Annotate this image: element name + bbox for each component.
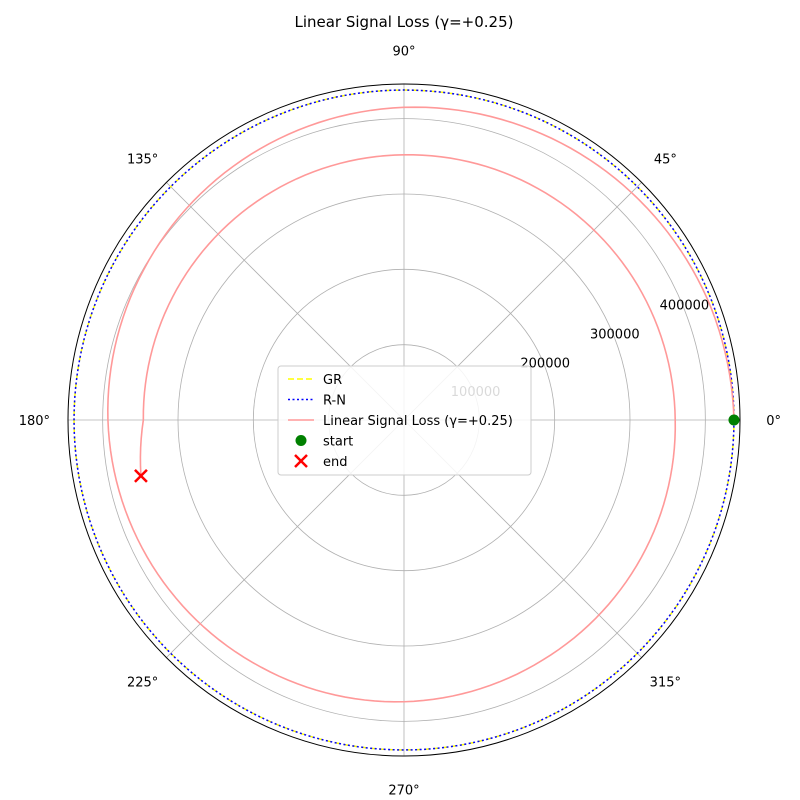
legend-box (277, 365, 532, 476)
plot-area (73, 89, 740, 751)
series-line-linear (107, 106, 735, 703)
r-tick-label: 300000 (590, 328, 640, 343)
start-marker (728, 414, 740, 426)
legend-entry: end (294, 454, 348, 470)
legend-entry: Linear Signal Loss (γ=+0.25) (288, 414, 513, 429)
legend: GR R-N Linear Signal Loss (γ=+0.25) start en… (277, 365, 532, 476)
legend-label: R-N (323, 394, 346, 409)
theta-tick-label: 0° (766, 414, 781, 429)
theta-tick-label: 90° (392, 44, 415, 59)
r-tick-label: 200000 (520, 356, 570, 371)
theta-tick-label: 270° (388, 784, 419, 799)
polar-spine (67, 83, 741, 757)
legend-swatch (294, 454, 308, 468)
chart-title: Linear Signal Loss (γ=+0.25) (294, 13, 513, 31)
legend-label: end (323, 455, 348, 470)
legend-entry: GR (288, 373, 342, 388)
legend-label: GR (323, 373, 342, 388)
series-line-rn (73, 89, 735, 751)
theta-tick-label: 315° (650, 675, 681, 690)
legend-entry: start (295, 435, 353, 450)
theta-tick-label: 135° (127, 153, 158, 168)
r-tick-label: 400000 (660, 299, 710, 314)
end-marker (134, 469, 148, 483)
tick-labels: 0°45°90°135°180°225°270°315°100000200000… (19, 44, 781, 798)
theta-tick-label: 180° (19, 414, 50, 429)
legend-entry: R-N (288, 394, 346, 409)
legend-label: Linear Signal Loss (γ=+0.25) (323, 414, 513, 429)
legend-label: start (323, 435, 353, 450)
theta-tick-label: 225° (127, 675, 158, 690)
theta-tick-label: 45° (654, 153, 677, 168)
legend-swatch (295, 435, 307, 446)
